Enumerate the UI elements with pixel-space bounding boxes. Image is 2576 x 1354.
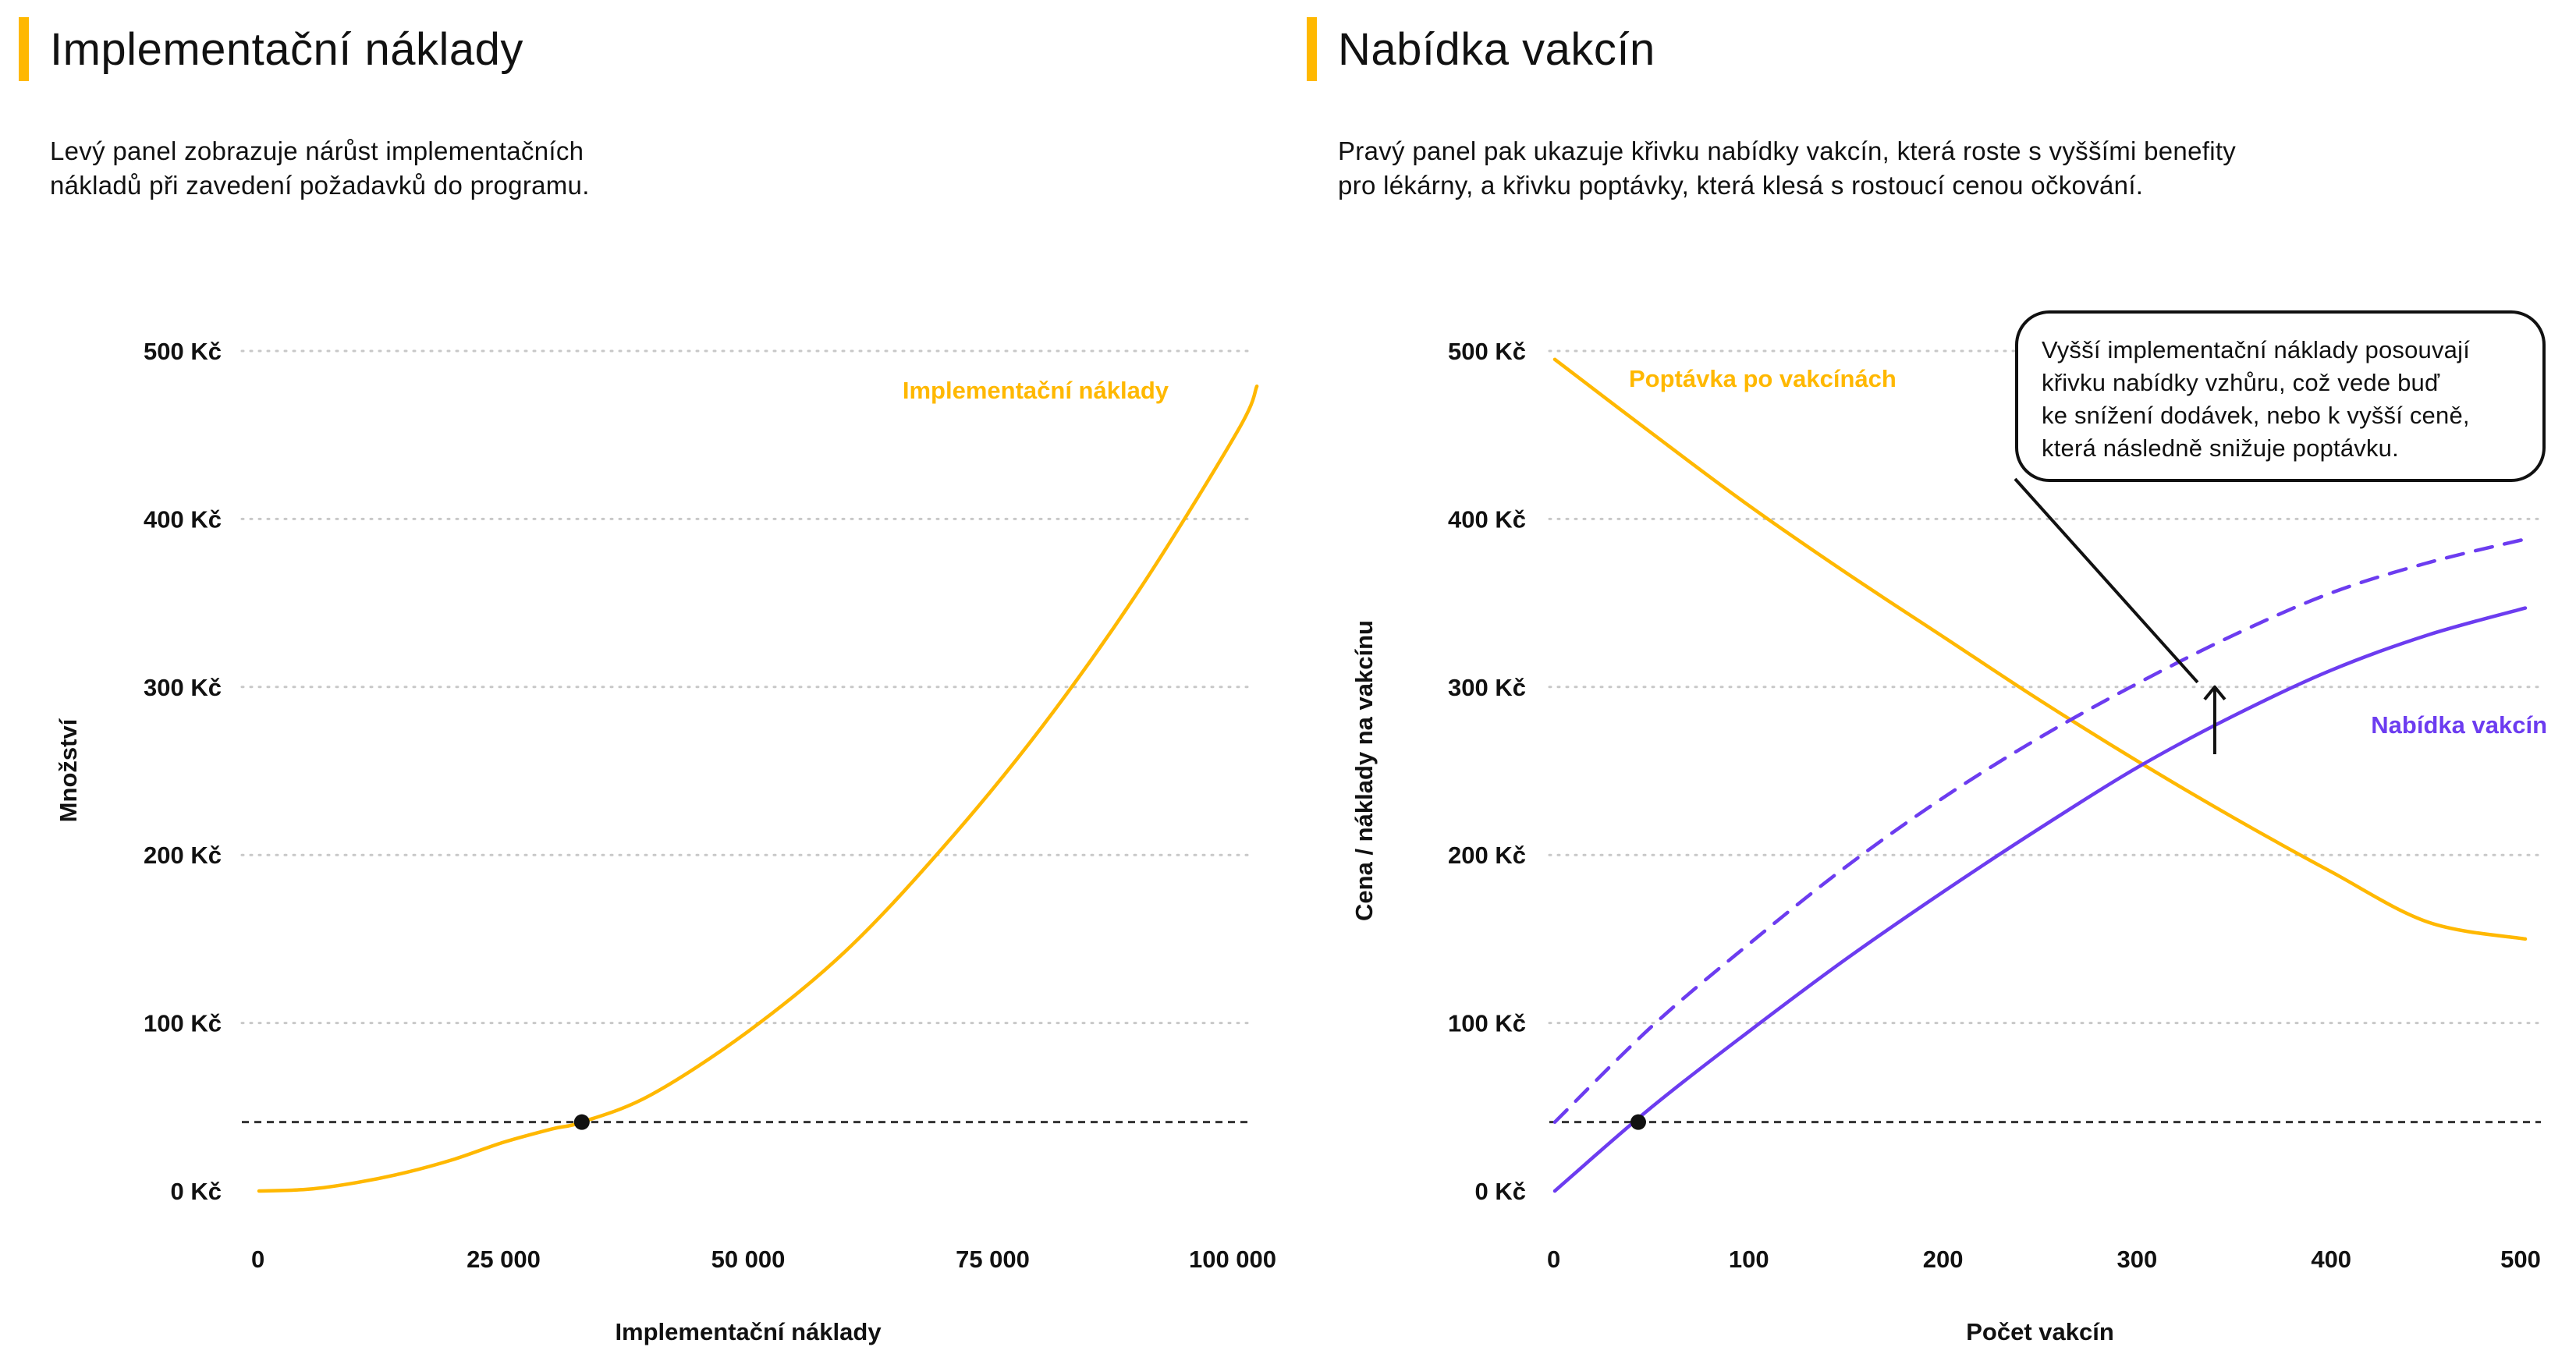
- callout-line: ke snížení dodávek, nebo k vyšší ceně,: [2042, 402, 2470, 429]
- desc-line: Pravý panel pak ukazuje křivku nabídky v…: [1338, 136, 2237, 165]
- series-label: Nabídka vakcín: [2371, 711, 2547, 739]
- x-tick-label: 50 000: [711, 1246, 786, 1273]
- y-tick-label: 100 Kč: [1448, 1010, 1526, 1037]
- y-axis-title: Cena / náklady na vakcínu: [1350, 620, 1378, 921]
- x-tick-label: 300: [2117, 1246, 2158, 1273]
- x-axis-title: Implementační náklady: [615, 1318, 882, 1345]
- data-point: [573, 1114, 590, 1130]
- x-axis-title: Počet vakcín: [1966, 1318, 2114, 1345]
- y-tick-label: 0 Kč: [1475, 1178, 1526, 1205]
- x-tick-label: 0: [1547, 1246, 1560, 1273]
- shift-arrow-head: [2203, 685, 2227, 701]
- y-tick-label: 100 Kč: [144, 1010, 222, 1037]
- y-tick-label: 200 Kč: [144, 842, 222, 869]
- desc-line: pro lékárny, a křivku poptávky, která kl…: [1338, 171, 2144, 200]
- x-tick-label: 100: [1729, 1246, 1769, 1273]
- series-line: [1552, 606, 2528, 1193]
- series-label: Poptávka po vakcínách: [1629, 365, 1897, 392]
- series-line: [257, 384, 1259, 1193]
- desc-line: Levý panel zobrazuje nárůst implementačn…: [50, 136, 584, 165]
- x-tick-label: 200: [1923, 1246, 1964, 1273]
- y-tick-label: 400 Kč: [144, 505, 222, 533]
- x-tick-label: 25 000: [467, 1246, 541, 1273]
- right-panel-description: Pravý panel pak ukazuje křivku nabídky v…: [1338, 134, 2430, 203]
- left-panel-description: Levý panel zobrazuje nárůst implementačn…: [50, 134, 1142, 203]
- desc-line: nákladů při zavedení požadavků do progra…: [50, 171, 590, 200]
- y-tick-label: 500 Kč: [1448, 338, 1526, 365]
- data-point: [1630, 1114, 1646, 1130]
- right-chart: 0 Kč 100 Kč 200 Kč 300 Kč 400 Kč 500 Kč 0 100 20…: [1350, 338, 2547, 1345]
- y-tick-label: 300 Kč: [1448, 674, 1526, 701]
- callout-line: která následně snižuje poptávku.: [2042, 434, 2399, 462]
- y-tick-label: 0 Kč: [171, 1178, 222, 1205]
- x-tick-label: 500: [2500, 1246, 2541, 1273]
- right-panel-title: Nabídka vakcín: [1338, 24, 1655, 75]
- y-axis-title: Množství: [55, 718, 82, 822]
- y-tick-label: 200 Kč: [1448, 842, 1526, 869]
- y-tick-label: 500 Kč: [144, 338, 222, 365]
- x-tick-label: 100 000: [1189, 1246, 1276, 1273]
- series-line: [1552, 357, 2528, 941]
- series-label: Implementační náklady: [903, 377, 1169, 404]
- callout-line: křivku nabídky vzhůru, což vede buď: [2042, 369, 2440, 396]
- callout-pointer: [2014, 477, 2199, 684]
- left-chart: 0 Kč 100 Kč 200 Kč 300 Kč 400 Kč 500 Kč 0 25 00…: [55, 338, 1276, 1345]
- left-panel-title: Implementační náklady: [50, 24, 523, 75]
- callout-line: Vyšší implementační náklady posouvají: [2042, 336, 2471, 363]
- x-tick-label: 400: [2311, 1246, 2351, 1273]
- title-accent-bar: [1307, 17, 1317, 81]
- title-accent-bar: [19, 17, 29, 81]
- left-panel: Implementační náklady Levý panel zobrazu…: [19, 17, 1276, 1345]
- right-panel: Nabídka vakcín Pravý panel pak ukazuje k…: [1288, 0, 2576, 1354]
- y-tick-label: 300 Kč: [144, 674, 222, 701]
- x-tick-label: 0: [251, 1246, 264, 1273]
- annotation-callout: Vyšší implementační náklady posouvají kř…: [2015, 310, 2546, 482]
- series-line-dashed: [1552, 537, 2528, 1124]
- y-tick-label: 400 Kč: [1448, 505, 1526, 533]
- x-tick-label: 75 000: [956, 1246, 1030, 1273]
